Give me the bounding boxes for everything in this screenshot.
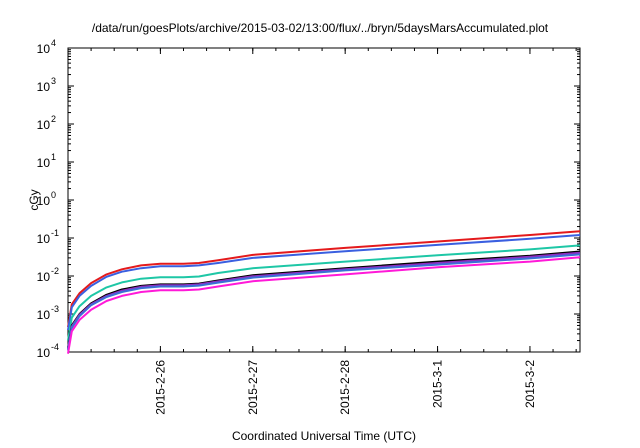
y-tick-exponent: 4: [51, 38, 56, 48]
y-tick-label: 10: [37, 156, 51, 170]
series-line-2: [67, 234, 581, 331]
series-line-7: [67, 256, 581, 354]
y-tick-label: 10: [37, 194, 51, 208]
y-tick-exponent: -1: [51, 228, 59, 238]
y-tick-label: 10: [37, 232, 51, 246]
x-tick-label: 2015-2-26: [153, 360, 167, 415]
y-tick-exponent: 2: [51, 114, 56, 124]
series-line-3: [67, 244, 581, 341]
x-axis-label: Coordinated Universal Time (UTC): [232, 429, 416, 443]
y-tick-exponent: -2: [51, 266, 59, 276]
x-tick-label: 2015-3-2: [523, 360, 537, 408]
y-tick-exponent: 3: [51, 76, 56, 86]
series-line-1: [67, 230, 581, 328]
y-tick-exponent: 0: [51, 190, 56, 200]
x-tick-label: 2015-2-27: [246, 360, 260, 415]
y-axis-label: cGy: [27, 189, 41, 210]
y-tick-exponent: -3: [51, 304, 59, 314]
x-axis: 2015-2-26 2015-2-27 2015-2-28 2015-3-1 2015-…: [67, 48, 577, 415]
y-tick-label: 10: [37, 308, 51, 322]
x-tick-label: 2015-3-1: [431, 360, 445, 408]
y-tick-label: 10: [37, 118, 51, 132]
plot-area: [67, 47, 581, 353]
y-tick-exponent: 1: [51, 152, 56, 162]
y-tick-label: 10: [37, 346, 51, 360]
series-group: [67, 230, 581, 354]
y-tick-label: 10: [37, 270, 51, 284]
y-tick-exponent: -4: [51, 342, 59, 352]
chart-title: /data/run/goesPlots/archive/2015-03-02/1…: [92, 21, 549, 35]
y-tick-label: 10: [37, 80, 51, 94]
series-line-6: [67, 253, 581, 351]
x-tick-label: 2015-2-28: [338, 360, 352, 415]
y-tick-label: 10: [37, 42, 51, 56]
